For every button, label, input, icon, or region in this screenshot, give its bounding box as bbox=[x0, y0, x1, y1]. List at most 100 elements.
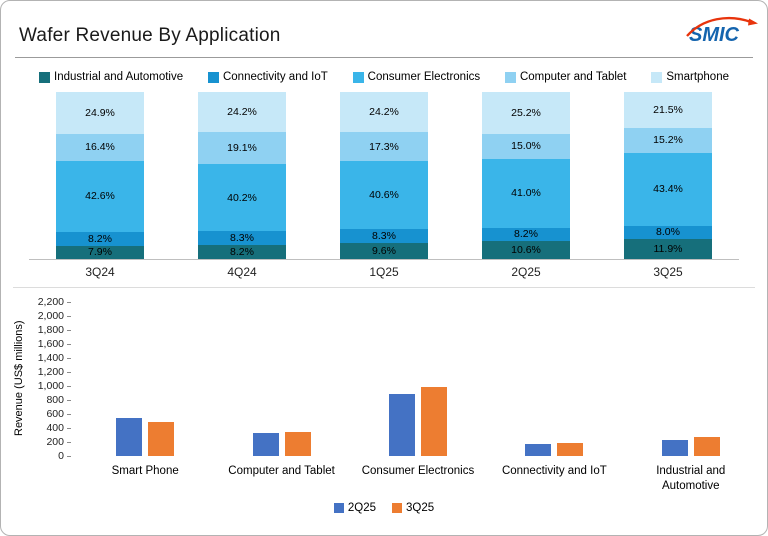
stack-segment: 15.2% bbox=[624, 127, 712, 154]
y-tick-label: 1,800 bbox=[37, 324, 64, 336]
x-axis-label: 2Q25 bbox=[511, 265, 541, 279]
tick-mark bbox=[67, 413, 71, 415]
tick-mark bbox=[67, 399, 71, 401]
stacked-bar: 9.6% 8.3% 40.6% 17.3% 24.2% bbox=[340, 92, 428, 259]
y-axis-tick: 1,600 bbox=[27, 338, 71, 350]
bar bbox=[661, 439, 688, 456]
stack-segment: 15.0% bbox=[482, 134, 570, 160]
stacked-bar: 8.2% 8.3% 40.2% 19.1% 24.2% bbox=[198, 92, 286, 259]
x-axis-label: Computer and Tablet bbox=[228, 465, 335, 477]
y-axis-tick: 2,000 bbox=[27, 310, 71, 322]
y-tick-label: 200 bbox=[46, 436, 64, 448]
bar bbox=[420, 386, 447, 456]
legend-swatch bbox=[207, 71, 219, 83]
stacked-bar: 10.6% 8.2% 41.0% 15.0% 25.2% bbox=[482, 92, 570, 259]
stack-segment: 43.4% bbox=[624, 153, 712, 226]
stack-segment: 21.5% bbox=[624, 92, 712, 128]
stack-segment: 25.2% bbox=[482, 92, 570, 135]
x-axis-label: Connectivity and IoT bbox=[501, 465, 607, 477]
page-title: Wafer Revenue By Application bbox=[19, 25, 281, 46]
bar-group bbox=[525, 302, 584, 456]
stacked-bar-chart: 7.9% 8.2% 42.6% 16.4% 24.9% 8.2% 8.3% 40.2% 19.1… bbox=[29, 92, 739, 260]
legend-swatch bbox=[651, 71, 663, 83]
grouped-bar-chart: Revenue (US$ millions) 2,200 2,000 1,800 1,… bbox=[1, 292, 767, 520]
legend-swatch bbox=[504, 71, 516, 83]
tick-mark bbox=[67, 343, 71, 345]
legend-item: 2Q25 bbox=[333, 502, 376, 514]
stack-segment: 7.9% bbox=[56, 245, 144, 259]
bar bbox=[148, 421, 175, 456]
stack-segment: 41.0% bbox=[482, 159, 570, 228]
x-axis-label: 3Q25 bbox=[653, 265, 683, 279]
legend-label: Smartphone bbox=[666, 71, 729, 83]
y-axis-title: Revenue (US$ millions) bbox=[13, 320, 25, 436]
stacked-bar: 7.9% 8.2% 42.6% 16.4% 24.9% bbox=[56, 92, 144, 259]
y-axis-tick: 1,800 bbox=[27, 324, 71, 336]
stack-segment: 24.9% bbox=[56, 92, 144, 134]
stack-segment: 24.2% bbox=[198, 92, 286, 133]
stacked-bar: 11.9% 8.0% 43.4% 15.2% 21.5% bbox=[624, 92, 712, 259]
stack-segment: 16.4% bbox=[56, 133, 144, 161]
legend-item: Consumer Electronics bbox=[352, 71, 481, 83]
stack-segment: 40.2% bbox=[198, 164, 286, 232]
legend-swatch bbox=[333, 503, 344, 513]
legend-swatch bbox=[392, 503, 402, 513]
tick-mark bbox=[67, 301, 71, 303]
stack-segment: 8.2% bbox=[56, 232, 144, 246]
stack-segment: 8.0% bbox=[624, 225, 712, 240]
legend-label: Consumer Electronics bbox=[367, 71, 481, 83]
section-divider bbox=[13, 287, 755, 288]
y-tick-label: 1,200 bbox=[37, 366, 64, 378]
x-axis-label: 4Q24 bbox=[227, 265, 257, 279]
bar bbox=[525, 443, 552, 456]
header-divider bbox=[15, 57, 753, 58]
stack-segment: 9.6% bbox=[340, 242, 428, 259]
stacked-chart-legend: Industrial and Automotive Connectivity an… bbox=[39, 71, 729, 83]
stacked-chart-x-axis: 3Q24 4Q24 1Q25 2Q25 3Q25 bbox=[29, 265, 739, 279]
legend-label: Industrial and Automotive bbox=[54, 71, 184, 83]
y-tick-label: 2,200 bbox=[37, 296, 64, 308]
header: Wafer Revenue By Application SMIC bbox=[19, 16, 758, 47]
tick-mark bbox=[67, 385, 71, 387]
y-axis-tick: 600 bbox=[27, 408, 71, 420]
legend-item: 3Q25 bbox=[392, 502, 434, 514]
stack-segment: 24.2% bbox=[340, 92, 428, 133]
smic-logo: SMIC bbox=[686, 16, 758, 47]
tick-mark bbox=[67, 427, 71, 429]
y-axis-tick: 400 bbox=[27, 422, 71, 434]
stack-segment: 8.3% bbox=[340, 229, 428, 243]
x-axis-label: Consumer Electronics bbox=[361, 465, 475, 477]
legend-item: Connectivity and IoT bbox=[207, 71, 328, 83]
legend-label: 2Q25 bbox=[347, 502, 376, 514]
grouped-chart-plot-area bbox=[77, 302, 759, 456]
legend-swatch bbox=[352, 71, 364, 83]
logo-text: SMIC bbox=[689, 24, 739, 46]
y-axis-tick: 800 bbox=[27, 394, 71, 406]
legend-label: 3Q25 bbox=[406, 502, 435, 514]
y-axis-tick: 1,000 bbox=[27, 380, 71, 392]
tick-mark bbox=[67, 329, 71, 331]
stack-segment: 11.9% bbox=[624, 239, 712, 259]
x-axis-label: 1Q25 bbox=[369, 265, 399, 279]
y-tick-label: 800 bbox=[46, 394, 64, 406]
tick-mark bbox=[67, 455, 71, 457]
y-axis-tick: 200 bbox=[27, 436, 71, 448]
bar bbox=[252, 433, 279, 456]
legend-item: Industrial and Automotive bbox=[39, 71, 183, 83]
x-axis-label: 3Q24 bbox=[85, 265, 115, 279]
stack-segment: 42.6% bbox=[56, 160, 144, 233]
y-tick-label: 2,000 bbox=[37, 310, 64, 322]
legend-label: Connectivity and IoT bbox=[222, 71, 328, 83]
stack-segment: 8.2% bbox=[482, 227, 570, 242]
y-axis-tick: 2,200 bbox=[27, 296, 71, 308]
bar-group bbox=[388, 302, 447, 456]
tick-mark bbox=[67, 371, 71, 373]
y-tick-label: 400 bbox=[46, 422, 64, 434]
stack-segment: 10.6% bbox=[482, 241, 570, 259]
stack-segment: 17.3% bbox=[340, 132, 428, 162]
bar-group bbox=[252, 302, 311, 456]
x-axis-label: Smart Phone bbox=[111, 465, 179, 477]
bar bbox=[116, 417, 143, 456]
bar bbox=[693, 437, 720, 456]
y-tick-label: 1,000 bbox=[37, 380, 64, 392]
